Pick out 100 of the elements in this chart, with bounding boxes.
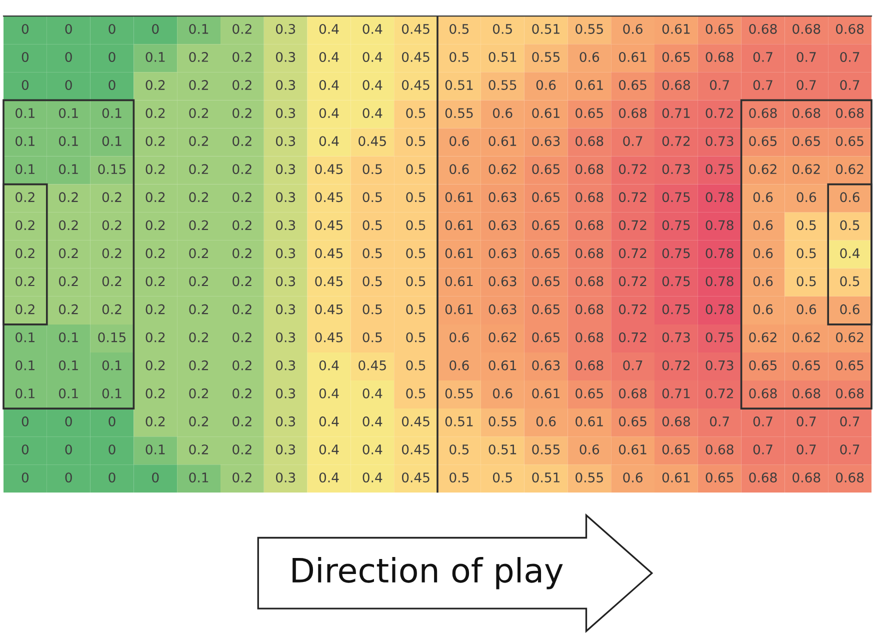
data-label: 0.5: [450, 52, 469, 62]
data-label: 0.71: [662, 108, 690, 118]
data-label: 0.3: [276, 24, 296, 34]
data-label: 0.6: [536, 80, 556, 90]
data-label: 0.68: [792, 472, 820, 482]
data-label: 0.2: [16, 248, 34, 258]
data-label: 0.45: [358, 136, 386, 146]
data-label: 0.65: [836, 360, 864, 370]
data-label: 0.68: [749, 388, 777, 398]
data-label: 0.1: [102, 136, 122, 146]
data-label: 0.1: [146, 444, 165, 454]
data-label: 0.65: [792, 360, 820, 370]
data-label: 0.5: [362, 332, 382, 342]
data-label: 0.2: [189, 192, 208, 202]
data-label: 0.7: [796, 52, 816, 62]
data-label: 0.61: [618, 52, 646, 62]
data-label: 0.63: [488, 276, 516, 286]
data-label: 0.4: [362, 416, 382, 426]
data-label: 0.6: [450, 332, 469, 342]
data-label: 0.65: [532, 304, 560, 314]
data-label: 0.72: [706, 388, 733, 398]
data-label: 0.62: [792, 332, 820, 342]
data-label: 0.5: [406, 108, 426, 118]
data-label: 0.3: [276, 52, 296, 62]
data-label: 0.2: [232, 192, 252, 202]
data-label: 0.2: [146, 164, 165, 174]
data-label: 0.72: [618, 248, 646, 258]
data-label: 0.1: [58, 164, 78, 174]
data-label: 0.5: [362, 164, 382, 174]
data-label: 0.5: [406, 220, 426, 230]
data-label: 0.5: [796, 220, 816, 230]
data-label: 0.68: [662, 416, 690, 426]
data-label: 0.65: [792, 136, 820, 146]
data-label: 0.72: [618, 332, 646, 342]
data-label: 0.5: [796, 248, 816, 258]
data-label: 0.72: [662, 136, 690, 146]
data-label: 0.4: [362, 24, 382, 34]
data-label: 0.55: [488, 416, 516, 426]
data-label: 0.51: [532, 472, 560, 482]
data-label: 0.2: [232, 416, 252, 426]
data-label: 0.2: [232, 360, 252, 370]
data-label: 0.2: [146, 220, 165, 230]
data-label: 0.62: [836, 332, 864, 342]
data-label: 0.68: [576, 192, 604, 202]
data-label: 0.45: [315, 332, 343, 342]
data-label: 0.2: [102, 220, 122, 230]
data-label: 0.73: [706, 136, 734, 146]
data-label: 0.72: [618, 220, 646, 230]
data-label: 0.62: [836, 164, 864, 174]
data-label: 0.1: [16, 164, 34, 174]
data-label: 0.6: [450, 360, 469, 370]
data-label: 0.2: [58, 276, 78, 286]
data-label: 0: [108, 444, 116, 454]
data-label: 0.2: [232, 136, 252, 146]
data-label: 0.51: [445, 416, 473, 426]
data-label: 0.55: [576, 24, 603, 34]
data-label: 0.1: [58, 332, 78, 342]
data-label: 0.2: [58, 248, 78, 258]
data-label: 0.2: [146, 360, 165, 370]
data-label: 0.2: [232, 220, 252, 230]
data-label: 0.45: [402, 472, 430, 482]
data-label: 0.55: [445, 388, 473, 398]
data-label: 0.45: [402, 80, 430, 90]
data-label: 0.73: [662, 164, 690, 174]
data-label: 0: [65, 24, 72, 34]
data-label: 0.65: [836, 136, 864, 146]
data-label: 0.4: [362, 444, 382, 454]
data-label: 0.65: [662, 444, 690, 454]
data-label: 0.55: [576, 472, 603, 482]
data-label: 0.4: [319, 136, 339, 146]
data-label: 0.1: [16, 136, 34, 146]
data-label: 0.4: [362, 472, 382, 482]
data-label: 0: [22, 444, 29, 454]
data-label: 0.2: [146, 276, 165, 286]
data-label: 0.6: [580, 444, 600, 454]
data-label: 0.7: [840, 444, 860, 454]
data-label: 0.51: [488, 52, 516, 62]
data-label: 0.65: [532, 192, 560, 202]
data-label: 0.3: [276, 388, 296, 398]
data-label: 0.2: [146, 136, 165, 146]
data-label: 0.2: [146, 416, 165, 426]
data-label: 0.73: [662, 332, 690, 342]
data-label: 0.65: [532, 332, 560, 342]
data-label: 0.6: [796, 304, 816, 314]
data-label: 0.2: [189, 444, 208, 454]
data-label: 0.15: [98, 164, 126, 174]
data-label: 0.2: [232, 472, 252, 482]
data-label: 0.6: [580, 52, 600, 62]
data-label: 0: [108, 52, 116, 62]
data-label: 0.61: [618, 444, 646, 454]
data-label: 0: [65, 80, 72, 90]
data-label: 0.6: [753, 220, 773, 230]
data-label: 0.7: [710, 416, 729, 426]
data-label: 0.68: [836, 24, 864, 34]
data-label: 0.68: [576, 248, 604, 258]
data-label: 0.7: [753, 444, 772, 454]
data-label: 0.3: [276, 416, 296, 426]
data-label: 0: [108, 472, 116, 482]
data-label: 0.72: [662, 360, 690, 370]
data-label: 0.5: [840, 220, 860, 230]
